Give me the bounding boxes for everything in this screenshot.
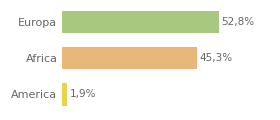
Bar [62, 11, 219, 33]
Text: 1,9%: 1,9% [70, 89, 96, 99]
Text: 52,8%: 52,8% [221, 17, 255, 27]
Bar [62, 47, 197, 69]
Text: 45,3%: 45,3% [199, 53, 232, 63]
Bar [62, 83, 67, 106]
